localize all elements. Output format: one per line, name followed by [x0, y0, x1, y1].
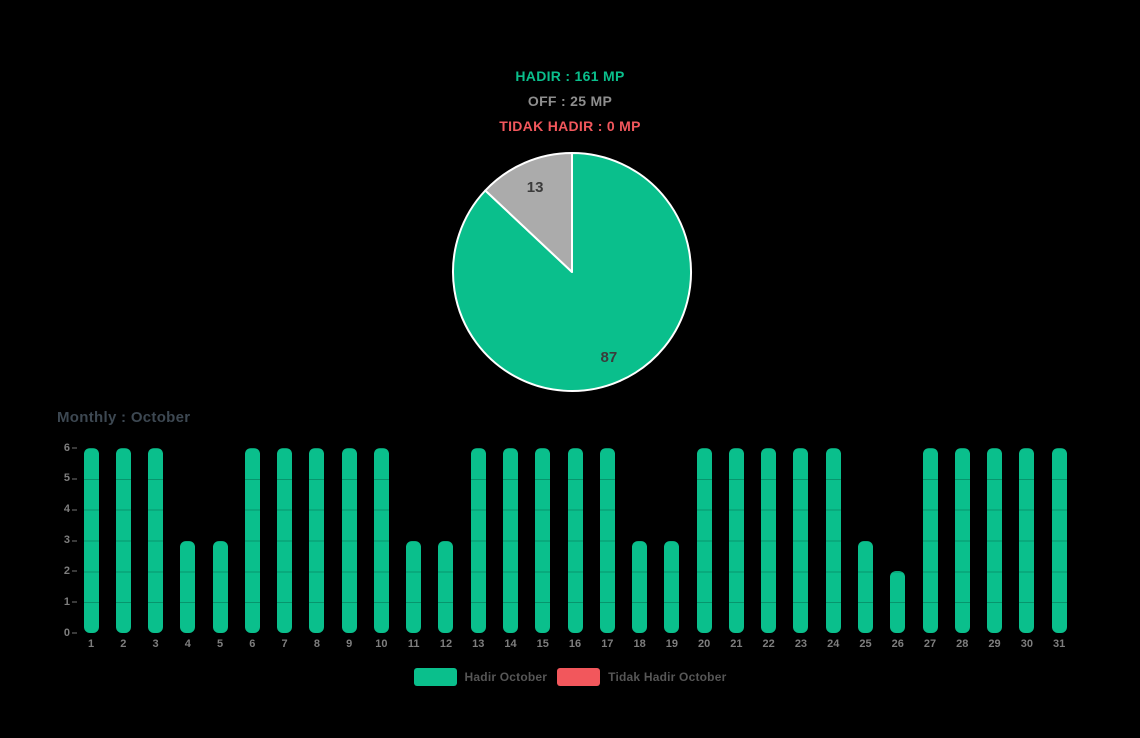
- legend-item-tidak-hadir[interactable]: Tidak Hadir October: [557, 668, 726, 686]
- bar-day-9[interactable]: [341, 448, 357, 633]
- bar-day-2[interactable]: [115, 448, 131, 633]
- legend-swatch: [413, 668, 457, 686]
- x-axis-day-label: 4: [184, 638, 191, 650]
- attendance-pie-chart[interactable]: 87 13: [447, 147, 697, 397]
- bar-chart-y-axis: 0 1 2 3 4 5 6: [40, 442, 70, 639]
- x-axis-day-label: 12: [439, 638, 453, 650]
- attendance-summary: HADIR : 161 MP OFF : 25 MP TIDAK HADIR :…: [0, 64, 1140, 139]
- bar-day-30[interactable]: [1019, 448, 1035, 633]
- x-axis-day-label: 16: [568, 638, 582, 650]
- x-axis-day-label: 24: [827, 638, 840, 650]
- x-axis-day-label: 22: [762, 638, 775, 650]
- x-axis-day-label: 1: [87, 638, 95, 650]
- bar-day-20[interactable]: [696, 448, 712, 633]
- x-axis-day-label: 21: [730, 638, 743, 650]
- x-axis-day-label: 15: [536, 638, 549, 650]
- bar-day-25[interactable]: [857, 540, 873, 633]
- pie-slice-off[interactable]: [484, 152, 573, 273]
- bar-day-29[interactable]: [987, 448, 1003, 633]
- bar-day-6[interactable]: [244, 448, 260, 633]
- x-axis-day-label: 10: [375, 638, 388, 650]
- y-axis-tick-label: 5: [63, 472, 70, 485]
- x-axis-day-label: 7: [281, 638, 288, 650]
- x-axis-day-label: 29: [988, 638, 1001, 650]
- bar-day-15[interactable]: [535, 448, 551, 633]
- y-axis-tick-label: 0: [63, 626, 70, 639]
- bar-day-13[interactable]: [470, 448, 486, 633]
- x-axis-day-label: 8: [313, 638, 320, 650]
- legend-swatch: [557, 668, 601, 686]
- x-axis-day-label: 25: [859, 638, 872, 650]
- bar-day-28[interactable]: [954, 448, 970, 633]
- bar-day-4[interactable]: [180, 540, 196, 633]
- bar-day-11[interactable]: [406, 540, 422, 633]
- x-axis-day-label: 17: [601, 638, 614, 650]
- bar-day-19[interactable]: [664, 540, 680, 633]
- y-axis-tick-label: 6: [63, 441, 70, 454]
- x-axis-day-label: 13: [472, 638, 485, 650]
- legend-item-hadir[interactable]: Hadir October: [413, 668, 548, 686]
- x-axis-day-label: 23: [794, 638, 808, 650]
- bar-chart-legend: Hadir October Tidak Hadir October: [0, 668, 1140, 686]
- y-axis-tick-label: 3: [63, 534, 70, 546]
- x-axis-day-label: 11: [407, 638, 420, 650]
- bar-day-10[interactable]: [373, 448, 389, 633]
- pie-slice-hadir[interactable]: [452, 152, 692, 392]
- bar-day-21[interactable]: [728, 448, 744, 633]
- x-axis-day-label: 5: [217, 638, 224, 650]
- summary-off: OFF : 25 MP: [527, 93, 613, 109]
- x-axis-day-label: 28: [956, 638, 969, 650]
- bar-day-24[interactable]: [825, 448, 841, 633]
- bar-day-12[interactable]: [438, 540, 454, 633]
- y-axis-tick-label: 2: [63, 564, 70, 577]
- summary-tidak-hadir: TIDAK HADIR : 0 MP: [499, 118, 641, 134]
- bar-day-26[interactable]: [890, 571, 906, 633]
- bar-day-14[interactable]: [503, 448, 518, 633]
- x-axis-day-label: 26: [891, 638, 904, 650]
- y-axis-tick-label: 4: [63, 503, 70, 516]
- legend-label: Tidak Hadir October: [608, 670, 727, 684]
- x-axis-day-label: 14: [504, 638, 517, 650]
- x-axis-day-label: 18: [633, 638, 646, 650]
- x-axis-day-label: 30: [1020, 638, 1033, 650]
- pie-slice-value-label: 13: [527, 179, 544, 196]
- bar-day-1[interactable]: [83, 448, 99, 633]
- summary-hadir: HADIR : 161 MP: [515, 68, 625, 84]
- bar-day-8[interactable]: [309, 448, 325, 633]
- legend-label: Hadir October: [464, 670, 548, 684]
- bar-day-5[interactable]: [212, 540, 228, 633]
- bar-chart-y-tickmarks: [72, 447, 78, 634]
- x-axis-day-label: 3: [152, 638, 159, 650]
- bar-day-22[interactable]: [761, 448, 777, 633]
- bar-day-7[interactable]: [277, 448, 293, 633]
- bar-day-17[interactable]: [599, 448, 615, 633]
- x-axis-day-label: 31: [1052, 638, 1066, 650]
- y-axis-tick-label: 1: [63, 595, 70, 608]
- bar-day-27[interactable]: [922, 448, 938, 633]
- pie-chart-svg: 87 13: [452, 152, 692, 392]
- bar-day-23[interactable]: [793, 448, 809, 633]
- bar-day-18[interactable]: [632, 540, 648, 633]
- bar-day-31[interactable]: [1051, 448, 1067, 633]
- x-axis-day-label: 19: [665, 638, 678, 650]
- bar-chart-plot-area[interactable]: [78, 448, 1088, 633]
- x-axis-day-label: 2: [120, 638, 127, 650]
- x-axis-day-label: 27: [923, 638, 937, 650]
- pie-slice-value-label: 87: [601, 349, 618, 366]
- bar-chart-x-axis: 1 2 3 4 5 6 7 8 9 10 11 12 13 14 15 16 17 18 19 20 21 22 23 24 2…: [78, 638, 1088, 652]
- bar-chart-title: Monthly : October: [57, 409, 191, 426]
- bar-day-3[interactable]: [148, 448, 164, 633]
- x-axis-day-label: 9: [346, 638, 353, 650]
- x-axis-day-label: 6: [249, 638, 256, 650]
- x-axis-day-label: 20: [698, 638, 711, 650]
- bar-day-16[interactable]: [567, 448, 583, 633]
